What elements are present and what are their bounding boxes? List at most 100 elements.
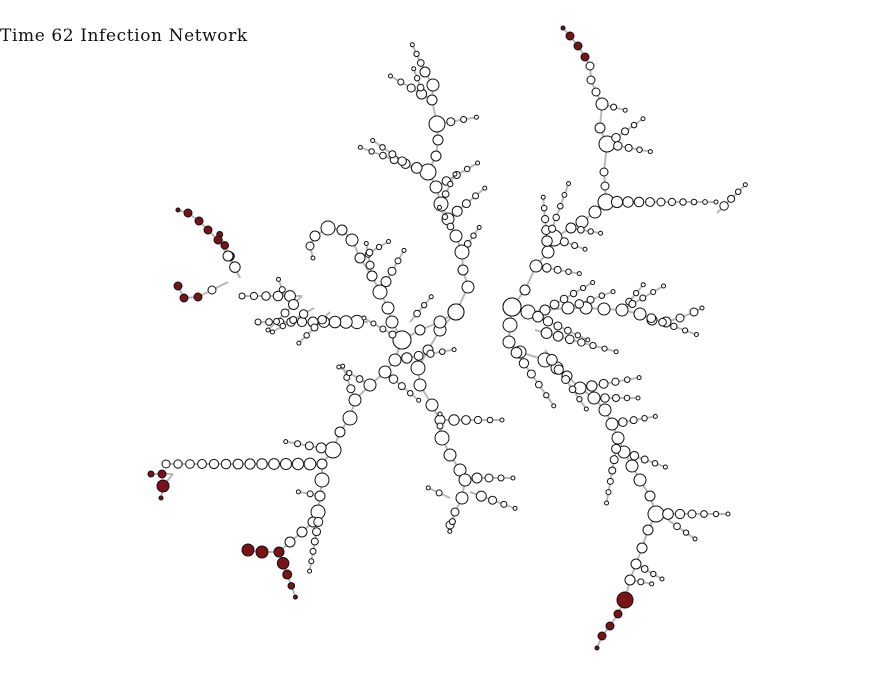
healthy-node [608,466,617,475]
healthy-node [394,257,402,265]
healthy-node [632,289,640,297]
healthy-node [370,137,376,143]
healthy-node [673,522,681,531]
healthy-node [437,411,443,417]
healthy-node [185,459,195,469]
healthy-node [304,441,314,451]
healthy-node [410,360,426,376]
healthy-node [486,416,494,424]
healthy-node [197,459,207,469]
healthy-node [313,516,324,527]
healthy-node [388,150,397,159]
healthy-node [529,259,543,273]
healthy-node [549,299,560,310]
healthy-node [633,473,647,487]
healthy-node [568,385,577,394]
healthy-node [261,291,271,301]
healthy-node [305,241,315,251]
healthy-node [476,224,482,230]
healthy-node [328,315,342,329]
healthy-node [532,310,544,323]
healthy-node [435,489,443,497]
healthy-node [428,115,446,133]
infected-node [292,594,298,600]
healthy-node [586,380,598,392]
healthy-node [397,382,406,391]
healthy-node [636,375,642,381]
healthy-node [598,292,606,299]
healthy-node [646,313,657,324]
healthy-node [309,230,321,242]
healthy-node [585,337,591,343]
healthy-node [652,413,658,419]
healthy-node [471,472,483,484]
healthy-node [597,302,611,316]
healthy-node [411,66,417,72]
healthy-node [588,205,602,219]
healthy-node [551,403,557,409]
healthy-node [679,198,687,206]
healthy-node [451,347,457,353]
healthy-node [605,417,619,431]
healthy-node [475,490,487,502]
healthy-node [413,309,421,318]
healthy-node [309,547,317,555]
healthy-node [473,114,479,120]
healthy-node [488,495,498,505]
healthy-node [294,440,302,448]
healthy-node [577,225,585,234]
healthy-node [637,578,645,586]
healthy-node [661,283,667,289]
healthy-node [473,415,483,425]
healthy-node [461,199,471,209]
healthy-node [540,327,553,340]
healthy-node [375,243,383,251]
healthy-node [612,394,620,402]
healthy-node [339,315,353,329]
healthy-node [595,97,609,111]
healthy-node [609,455,619,465]
infected-node [594,645,600,651]
healthy-node [630,121,638,129]
healthy-node [629,451,640,461]
healthy-node [173,459,183,469]
healthy-node [659,576,665,582]
healthy-node [310,323,319,332]
healthy-node [296,316,308,328]
healthy-node [512,505,518,511]
healthy-node [449,229,463,243]
healthy-node [727,194,736,203]
healthy-node [582,246,588,252]
healthy-node [519,284,531,296]
healthy-node [670,322,678,331]
healthy-node [734,188,742,196]
healthy-node [447,528,453,534]
healthy-node [564,334,575,345]
healthy-node [457,264,469,276]
healthy-node [564,326,572,335]
healthy-node [388,353,402,367]
healthy-node [605,489,612,496]
healthy-node [220,458,232,470]
healthy-node [448,518,456,526]
infected-node [573,41,583,51]
healthy-node [675,313,685,323]
infected-node [193,292,203,302]
infected-node [183,208,193,218]
healthy-node [630,558,642,570]
healthy-node [208,458,220,470]
healthy-node [365,248,374,257]
healthy-node [312,527,322,537]
healthy-node [283,439,289,445]
healthy-node [644,490,656,502]
healthy-node [346,384,356,394]
healthy-node [534,380,543,389]
healthy-node [454,244,470,260]
healthy-node [623,376,631,383]
healthy-node [275,276,281,282]
healthy-node [291,457,305,471]
healthy-node [640,455,649,464]
healthy-node [303,457,317,471]
healthy-node [610,103,618,111]
